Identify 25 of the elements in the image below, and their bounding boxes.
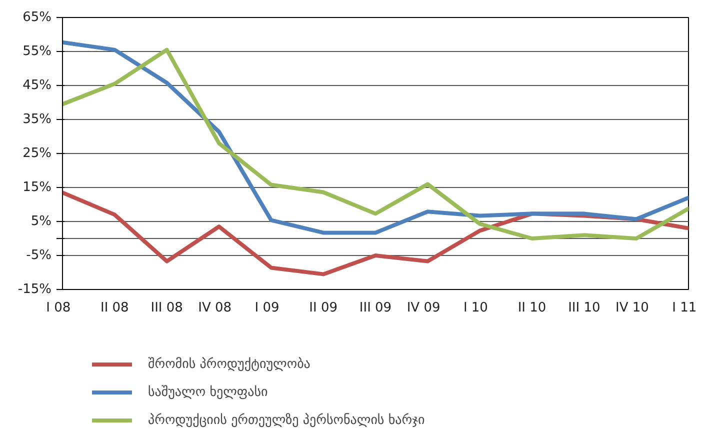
x-tick-label: IV 08 bbox=[198, 300, 232, 316]
y-tick-label: 55% bbox=[22, 44, 52, 59]
y-tick-label: -15% bbox=[18, 282, 52, 297]
y-tick-label: 25% bbox=[22, 146, 52, 161]
y-tick-label: 65% bbox=[22, 10, 52, 25]
x-tick-label: III 10 bbox=[568, 300, 600, 316]
y-tick-label: 45% bbox=[22, 78, 52, 93]
x-tick-label: I 09 bbox=[254, 300, 280, 316]
y-tick-label: -5% bbox=[26, 248, 52, 263]
x-tick-label: I 08 bbox=[46, 300, 71, 316]
x-tick-label: I 10 bbox=[463, 300, 488, 316]
x-tick-label: II 09 bbox=[309, 300, 338, 316]
x-tick-label: IV 09 bbox=[406, 300, 440, 316]
x-tick-label: II 10 bbox=[518, 300, 546, 316]
x-tick-label: III 08 bbox=[150, 300, 183, 316]
x-tick-label: III 09 bbox=[359, 300, 392, 316]
x-tick-label: I 11 bbox=[672, 300, 697, 316]
x-tick-label: II 08 bbox=[100, 300, 129, 316]
y-tick-label: 15% bbox=[22, 180, 52, 195]
y-tick-label: 5% bbox=[30, 214, 52, 229]
y-tick-label: 35% bbox=[22, 112, 52, 127]
legend-label: პროდუქციის ერთეულზე პერსონალის ხარჯი bbox=[148, 412, 425, 429]
legend-label: საშუალო ხელფასი bbox=[148, 384, 268, 401]
x-tick-label: IV 10 bbox=[616, 300, 649, 316]
legend-label: შრომის პროდუქტიულობა bbox=[148, 356, 310, 373]
